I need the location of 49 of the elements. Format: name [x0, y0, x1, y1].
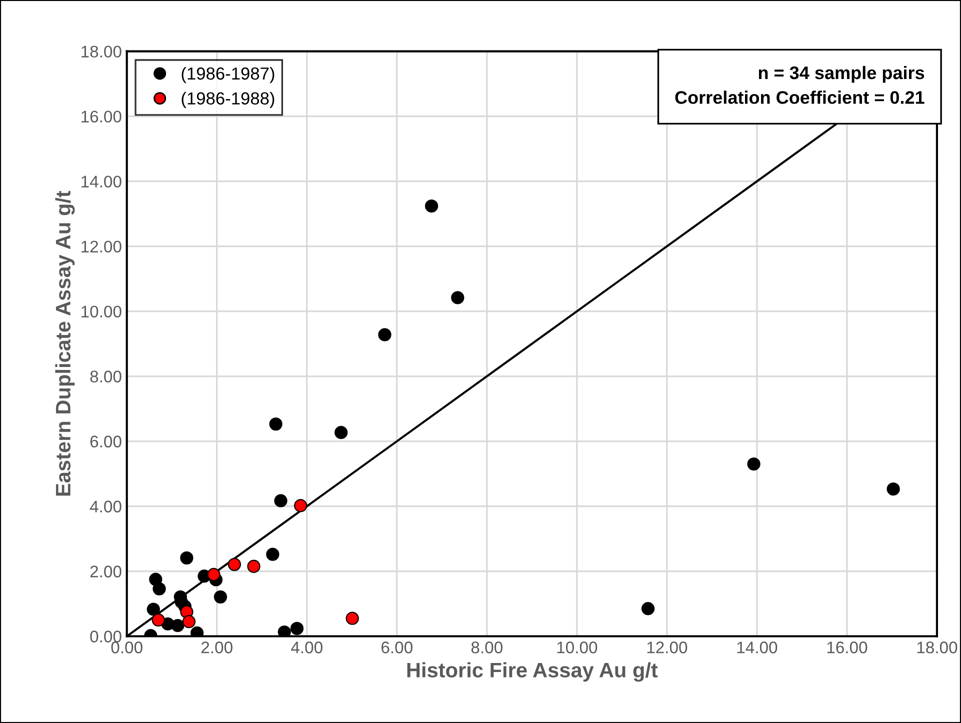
y-tick-label: 8.00 — [90, 370, 122, 382]
x-tick-label: 18.00 — [917, 642, 958, 654]
point — [228, 558, 241, 571]
x-tick-label: 12.00 — [647, 642, 688, 654]
point — [274, 494, 288, 508]
y-tick-label: 2.00 — [90, 566, 122, 578]
annotation: n = 34 sample pairs Correlation Coefficient = 0.21 — [675, 66, 924, 104]
point — [747, 457, 760, 471]
x-tick-label: 10.00 — [557, 642, 598, 654]
x-tick-label: 8.00 — [471, 642, 502, 654]
point — [152, 582, 166, 596]
legend-label: (1986-1987) — [182, 66, 274, 84]
y-axis-title: Eastern Duplicate Assay Au g/t — [55, 190, 75, 496]
point — [641, 602, 655, 616]
x-tick-label: 0.00 — [111, 642, 142, 654]
x-tick-label: 2.00 — [201, 642, 232, 654]
point — [346, 612, 359, 625]
point — [180, 551, 194, 564]
point — [146, 602, 160, 616]
y-tick-label: 14.00 — [82, 176, 122, 188]
point — [886, 482, 900, 496]
x-tick-label: 14.00 — [737, 642, 778, 654]
point — [451, 291, 464, 304]
legend-label: (1986-1988) — [182, 92, 274, 108]
y-tick-label: 16.00 — [82, 110, 122, 123]
y-tick-label: 0.00 — [90, 630, 122, 642]
point — [290, 622, 304, 636]
point — [214, 590, 228, 604]
x-tick-label: 16.00 — [827, 642, 868, 654]
point — [294, 499, 308, 512]
point — [247, 560, 260, 573]
point — [171, 618, 184, 632]
x-tick-label: 4.00 — [291, 642, 322, 654]
point — [334, 426, 348, 440]
y-tick-label: 18.00 — [82, 46, 122, 58]
point — [269, 417, 282, 431]
point — [378, 328, 392, 342]
y-tick-label: 10.00 — [82, 306, 122, 318]
y-tick-label: 4.00 — [90, 500, 122, 512]
x-axis-title: Historic Fire Assay Au g/t — [407, 662, 658, 682]
point — [266, 548, 280, 561]
point — [207, 568, 220, 582]
y-tick-label: 6.00 — [90, 436, 122, 448]
x-tick-label: 6.00 — [382, 642, 412, 654]
y-tick-label: 12.00 — [82, 240, 122, 253]
point — [182, 615, 196, 628]
point — [278, 625, 291, 636]
point — [424, 199, 438, 213]
point — [152, 613, 165, 627]
